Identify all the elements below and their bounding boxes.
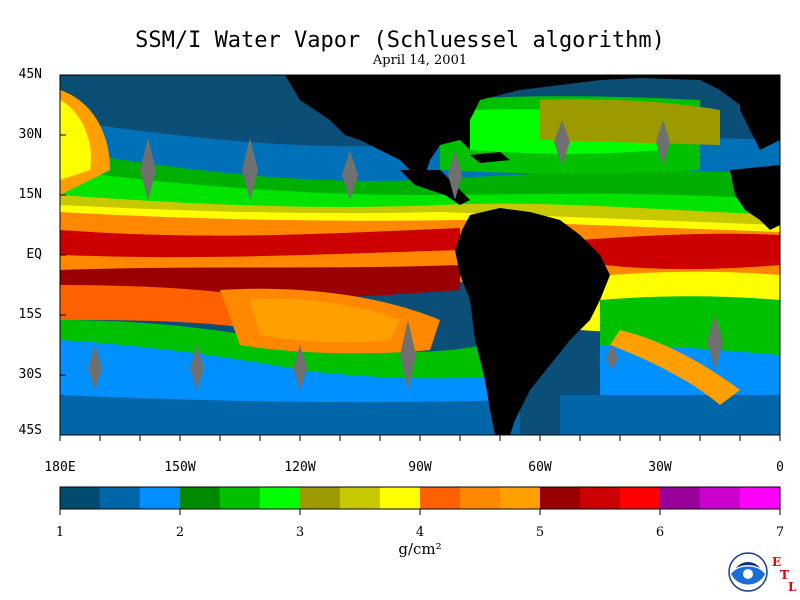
colorbar-cell — [580, 487, 621, 509]
colorbar-tick-label: 6 — [655, 525, 665, 540]
lat-label: 30N — [18, 127, 42, 142]
colorbar-cell — [180, 487, 221, 509]
colorbar-cell — [460, 487, 501, 509]
lat-label: 45S — [18, 423, 42, 438]
lat-label: EQ — [26, 247, 42, 262]
colorbar-cell — [420, 487, 461, 509]
noaa-logo — [728, 552, 768, 592]
colorbar-tick-label: 3 — [295, 525, 305, 540]
colorbar-cell — [540, 487, 581, 509]
colorbar-tick-label: 2 — [175, 525, 185, 540]
colorbar-cell — [660, 487, 701, 509]
map-field — [60, 75, 780, 435]
lat-label: 45N — [18, 67, 42, 82]
lat-label: 15N — [18, 187, 42, 202]
lat-label: 15S — [18, 307, 42, 322]
colorbar-cell — [380, 487, 421, 509]
etl-letter: E — [772, 555, 782, 569]
map-title: SSM/I Water Vapor (Schluessel algorithm) — [135, 28, 665, 53]
lon-label: 180E — [44, 460, 76, 475]
colorbar-tick-label: 7 — [775, 525, 785, 540]
lon-label: 30W — [648, 460, 672, 475]
swath-gaps — [88, 120, 723, 390]
land-masses — [285, 75, 780, 435]
colorbar-cell — [340, 487, 381, 509]
colorbar-units: g/cm² — [398, 540, 442, 558]
lon-label: 60W — [528, 460, 552, 475]
lon-label: 90W — [408, 460, 432, 475]
colorbar-cell — [260, 487, 301, 509]
lat-label: 30S — [18, 367, 42, 382]
map-date: April 14, 2001 — [372, 53, 468, 68]
colorbar-tick-label: 5 — [535, 525, 545, 540]
colorbar-cell — [100, 487, 141, 509]
lon-label: 150W — [164, 460, 196, 475]
colorbar-cell — [60, 487, 101, 509]
colorbar-cell — [500, 487, 541, 509]
colorbar-cell — [620, 487, 661, 509]
colorbar-cell — [140, 487, 181, 509]
colorbar-cell — [220, 487, 261, 509]
colorbar-cell — [700, 487, 741, 509]
etl-letter: L — [788, 580, 797, 594]
colorbar-cell — [740, 487, 781, 509]
colorbar-tick-label: 1 — [55, 525, 65, 540]
colorbar-tick-label: 4 — [415, 525, 425, 540]
lon-label: 120W — [284, 460, 316, 475]
colorbar-cell — [300, 487, 341, 509]
lon-label: 0 — [776, 460, 784, 475]
etl-letter: T — [780, 568, 789, 582]
axis-ticks — [59, 74, 781, 441]
